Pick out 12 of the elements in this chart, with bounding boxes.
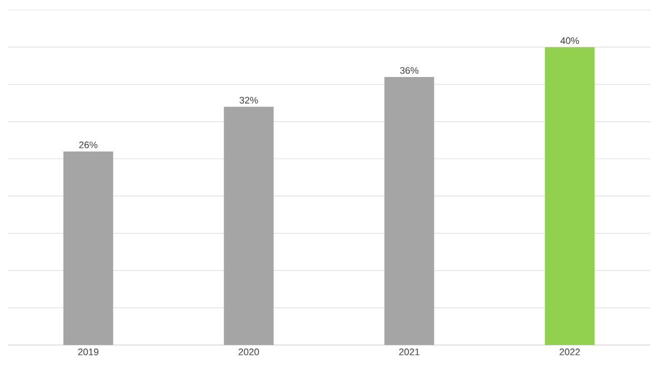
bar (544, 47, 595, 345)
bar (384, 77, 434, 345)
data-label: 26% (79, 142, 98, 148)
data-label: 32% (240, 96, 258, 104)
bar (224, 106, 274, 345)
data-label: 36% (400, 67, 418, 74)
x-tick-label: 2022 (560, 348, 580, 356)
bar (63, 151, 114, 345)
data-label: 40% (560, 37, 579, 44)
x-tick-label: 2021 (399, 348, 420, 356)
x-tick-label: 2019 (78, 348, 98, 356)
x-tick-label: 2020 (238, 348, 259, 356)
